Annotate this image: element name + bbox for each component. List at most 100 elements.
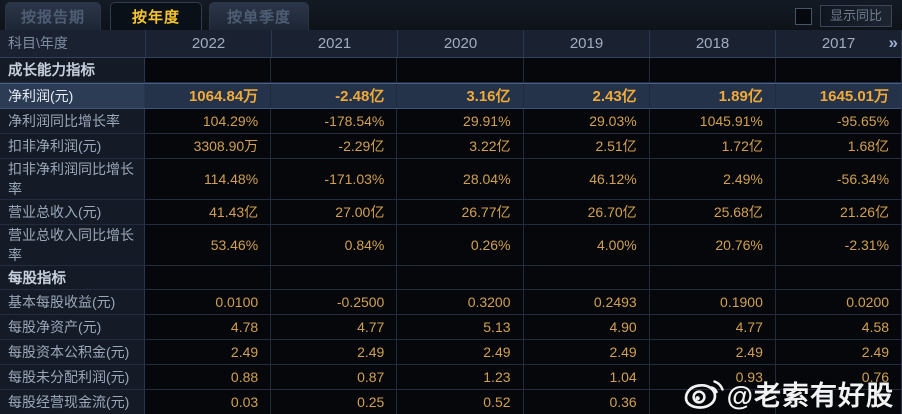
value-cell: 5.13 [397, 315, 524, 340]
value-cell: 0.52 [397, 390, 524, 414]
row-label: 扣非净利润(元) [0, 133, 145, 158]
value-cell: 26.70亿 [523, 199, 650, 224]
value-cell: 25.68亿 [649, 199, 776, 224]
value-cell: 29.91% [397, 108, 524, 133]
table-body: 成长能力指标 净利润(元) 1064.84万 -2.48亿 3.16亿 2.43亿 1.89… [0, 58, 902, 414]
value-cell: 4.58 [775, 315, 902, 340]
value-cell: 0.25 [271, 390, 398, 414]
table-row: 成长能力指标 [0, 58, 902, 83]
value-cell: 2.43亿 [523, 83, 650, 108]
tab-bar: 按报告期 按年度 按单季度 显示同比 [0, 0, 902, 30]
value-cell: 0.03 [145, 390, 272, 414]
tab-by-single-quarter[interactable]: 按单季度 [209, 2, 309, 30]
value-cell: 28.04% [397, 158, 524, 199]
value-cell: 0.2493 [523, 290, 650, 315]
show-yoy-button[interactable]: 显示同比 [819, 5, 892, 27]
row-label: 每股经营现金流(元) [0, 390, 145, 414]
show-yoy-checkbox[interactable] [794, 7, 812, 25]
value-cell: 2.49% [649, 158, 776, 199]
value-cell: 4.90 [523, 315, 650, 340]
value-cell: 1645.01万 [775, 83, 902, 108]
value-cell: 104.29% [145, 108, 272, 133]
row-label: 净利润(元) [0, 83, 145, 108]
tab-by-year[interactable]: 按年度 [110, 2, 202, 30]
value-cell: 0.0200 [775, 290, 902, 315]
value-cell: 2.49 [649, 340, 776, 365]
row-label: 每股资本公积金(元) [0, 340, 145, 365]
table-row: 扣非净利润同比增长率 114.48% -171.03% 28.04% 46.12% 2.4… [0, 158, 902, 200]
value-cell: 27.00亿 [271, 199, 398, 224]
row-label: 成长能力指标 [0, 58, 145, 82]
value-cell: 20.76% [649, 224, 776, 265]
value-cell [775, 58, 902, 82]
table-row: 营业总收入同比增长率 53.46% 0.84% 0.26% 4.00% 20.76% -2.… [0, 224, 902, 266]
value-cell [649, 390, 776, 414]
table-row: 每股指标 [0, 265, 902, 291]
value-cell: 0.87 [271, 365, 398, 390]
value-cell: 46.12% [523, 158, 650, 199]
corner-header-label: 科目\年度 [8, 35, 68, 51]
value-cell: 1.72亿 [649, 133, 776, 158]
value-cell: 29.03% [523, 108, 650, 133]
value-cell: 0.1900 [649, 290, 776, 315]
value-cell: 0.84% [271, 224, 398, 265]
value-cell: -178.54% [271, 108, 398, 133]
value-cell [145, 265, 272, 290]
value-cell: -56.34% [775, 158, 902, 199]
year-header-2017: 2017» [775, 30, 901, 57]
value-cell [397, 265, 524, 290]
value-cell: 0.0100 [145, 290, 272, 315]
year-header-2022: 2022 [145, 30, 271, 57]
value-cell: 1.68亿 [775, 133, 902, 158]
value-cell: 4.77 [649, 315, 776, 340]
table-row: 净利润(元) 1064.84万 -2.48亿 3.16亿 2.43亿 1.89亿 1645.… [0, 82, 902, 109]
year-header-2021: 2021 [271, 30, 397, 57]
value-cell [523, 265, 650, 290]
value-cell [649, 265, 776, 290]
value-cell: -2.31% [775, 224, 902, 265]
row-label: 扣非净利润同比增长率 [0, 158, 145, 199]
value-cell: 0.76 [775, 365, 902, 390]
table-row: 每股未分配利润(元) 0.88 0.87 1.23 1.04 0.93 0.76 [0, 365, 902, 391]
row-label: 每股净资产(元) [0, 315, 145, 340]
value-cell: 114.48% [145, 158, 272, 199]
year-header-2019: 2019 [523, 30, 649, 57]
value-cell: -2.48亿 [271, 83, 398, 108]
financial-data-table: 科目\年度 2022 2021 2020 2019 2018 2017» 成长能力指标 净利… [0, 30, 902, 414]
value-cell: 1064.84万 [145, 83, 272, 108]
value-cell: 1045.91% [649, 108, 776, 133]
value-cell: 21.26亿 [775, 199, 902, 224]
value-cell: 3308.90万 [145, 133, 272, 158]
table-row: 每股经营现金流(元) 0.03 0.25 0.52 0.36 [0, 390, 902, 414]
row-label: 营业总收入(元) [0, 199, 145, 224]
table-row: 扣非净利润(元) 3308.90万 -2.29亿 3.22亿 2.51亿 1.72亿 1.6… [0, 133, 902, 159]
value-cell: 4.00% [523, 224, 650, 265]
value-cell: 2.51亿 [523, 133, 650, 158]
tab-by-report-period[interactable]: 按报告期 [5, 2, 101, 30]
value-cell [145, 58, 272, 82]
value-cell: 0.26% [397, 224, 524, 265]
value-cell: 53.46% [145, 224, 272, 265]
value-cell [775, 265, 902, 290]
value-cell [271, 265, 398, 290]
value-cell: 41.43亿 [145, 199, 272, 224]
value-cell [397, 58, 524, 82]
year-header-2018: 2018 [649, 30, 775, 57]
table-row: 净利润同比增长率 104.29% -178.54% 29.91% 29.03% 1045.… [0, 108, 902, 134]
value-cell: 0.88 [145, 365, 272, 390]
value-cell: 3.22亿 [397, 133, 524, 158]
year-headers: 2022 2021 2020 2019 2018 2017» [145, 30, 901, 57]
more-years-icon[interactable]: » [888, 33, 898, 52]
value-cell: 3.16亿 [397, 83, 524, 108]
value-cell: 2.49 [271, 340, 398, 365]
value-cell: 0.36 [523, 390, 650, 414]
value-cell: 2.49 [145, 340, 272, 365]
header-controls: 显示同比 [794, 5, 892, 27]
table-header-row: 科目\年度 2022 2021 2020 2019 2018 2017» [0, 30, 901, 58]
year-header-2020: 2020 [397, 30, 523, 57]
row-label: 每股指标 [0, 265, 145, 290]
table-row: 每股资本公积金(元) 2.49 2.49 2.49 2.49 2.49 2.49 [0, 340, 902, 366]
value-cell [775, 390, 902, 414]
value-cell: 4.77 [271, 315, 398, 340]
